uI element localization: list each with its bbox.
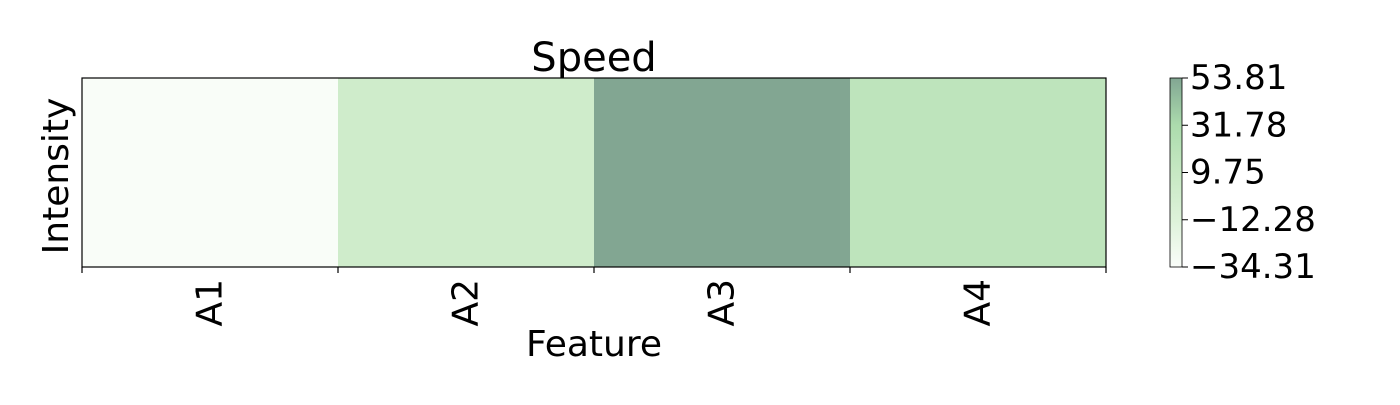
colorbar-tick-label: 9.75 bbox=[1190, 153, 1266, 193]
colorbar-tick-label: 31.78 bbox=[1190, 105, 1287, 145]
x-axis-label: Feature bbox=[526, 324, 662, 365]
colorbar: 53.81 31.78 9.75 −12.28 −34.31 bbox=[1169, 58, 1316, 287]
x-tick-label: A4 bbox=[958, 279, 999, 327]
heatmap-cell bbox=[338, 78, 594, 267]
heatmap-cells bbox=[82, 78, 1106, 267]
colorbar-gradient bbox=[1169, 77, 1183, 268]
heatmap-cell bbox=[850, 78, 1106, 267]
x-tick-label: A3 bbox=[702, 279, 743, 327]
x-tick-label: A1 bbox=[190, 279, 231, 327]
colorbar-tick-label: 53.81 bbox=[1190, 58, 1287, 98]
heatmap-cell bbox=[82, 78, 338, 267]
chart-title: Speed bbox=[531, 35, 656, 81]
colorbar-tick-label: −12.28 bbox=[1190, 200, 1316, 240]
colorbar-tick-label: −34.31 bbox=[1190, 247, 1316, 287]
heatmap-cell bbox=[594, 78, 850, 267]
x-tick-label: A2 bbox=[446, 279, 487, 327]
x-axis-ticks: A1 A2 A3 A4 bbox=[81, 267, 1107, 327]
y-axis-label: Intensity bbox=[36, 98, 77, 255]
